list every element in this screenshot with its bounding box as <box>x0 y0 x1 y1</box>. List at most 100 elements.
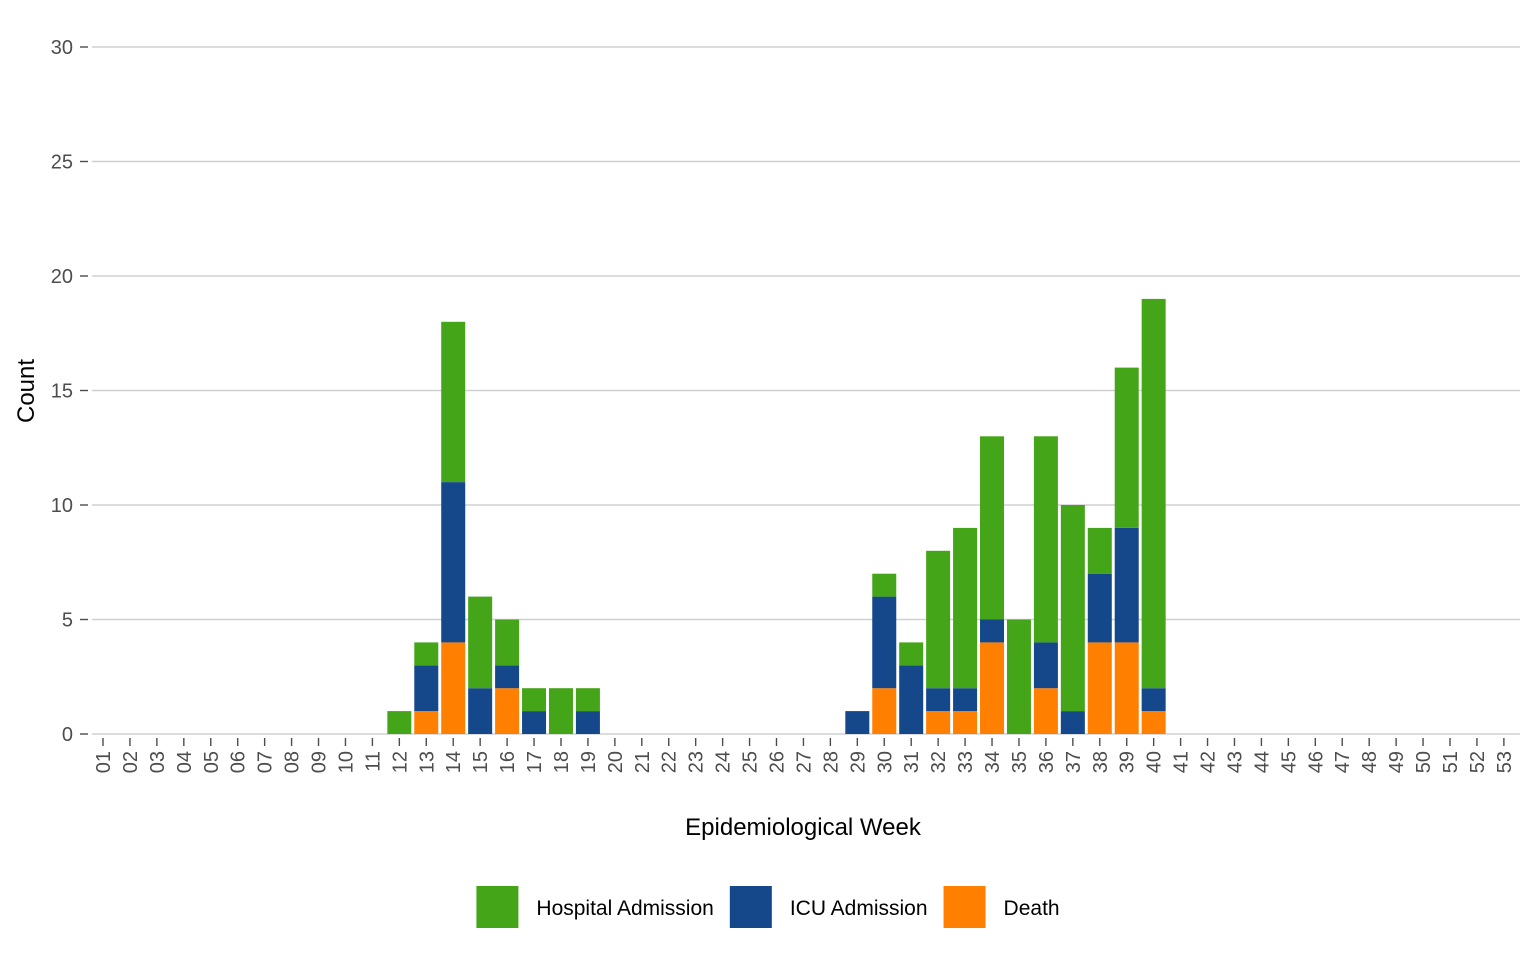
bar-segment <box>1114 367 1139 528</box>
bar-segment <box>1141 711 1166 734</box>
y-axis: 0 5 10 15 20 25 30 <box>51 37 88 746</box>
bars <box>387 298 1166 734</box>
legend: Hospital Admission ICU Admission Death <box>476 886 1060 928</box>
x-tick-label: 10 <box>335 751 357 773</box>
legend-key <box>943 886 986 928</box>
x-tick-label: 49 <box>1386 751 1408 773</box>
y-tick-label: 25 <box>51 152 73 174</box>
legend-label: Death <box>1004 897 1060 920</box>
x-tick-label: 38 <box>1090 751 1112 773</box>
x-tick-label: 37 <box>1063 751 1085 773</box>
bar-segment <box>522 688 547 712</box>
x-tick-label: 47 <box>1332 751 1354 773</box>
bar-segment <box>441 482 466 643</box>
x-tick-label: 22 <box>659 751 681 773</box>
x-tick-label: 44 <box>1251 751 1273 773</box>
bar-segment <box>414 711 439 734</box>
x-tick-label: 25 <box>740 751 762 773</box>
x-tick-label: 05 <box>201 751 223 773</box>
x-tick-label: 23 <box>686 751 708 773</box>
bar-segment <box>953 527 978 689</box>
x-tick-label: 33 <box>955 751 977 773</box>
legend-label: Hospital Admission <box>536 897 713 920</box>
x-axis: 01 02 03 04 05 06 07 08 09 10 11 12 13 14 15 16 17 18 19 20… <box>93 738 1516 773</box>
bar-segment <box>575 711 600 734</box>
bar-segment <box>387 711 412 734</box>
x-tick-label: 51 <box>1440 751 1462 773</box>
bar-segment <box>980 436 1005 620</box>
y-tick-label: 5 <box>62 610 73 632</box>
bar-segment <box>1087 527 1112 574</box>
x-tick-label: 31 <box>901 751 923 773</box>
bar-segment <box>1114 642 1139 734</box>
bar-segment <box>495 665 520 689</box>
x-tick-label: 21 <box>632 751 654 773</box>
x-tick-label: 13 <box>416 751 438 773</box>
x-tick-label: 19 <box>578 751 600 773</box>
x-tick-label: 42 <box>1198 751 1220 773</box>
x-tick-label: 14 <box>443 751 465 773</box>
bar-segment <box>495 688 520 734</box>
bar-segment <box>1006 619 1031 734</box>
bar-segment <box>1033 642 1058 689</box>
y-tick-label: 30 <box>51 37 73 59</box>
x-tick-label: 08 <box>282 751 304 773</box>
bar-segment <box>845 711 870 734</box>
x-tick-label: 27 <box>793 751 815 773</box>
bar-segment <box>899 642 924 666</box>
x-tick-label: 26 <box>767 751 789 773</box>
x-tick-label: 45 <box>1278 751 1300 773</box>
x-tick-label: 30 <box>874 751 896 773</box>
x-tick-label: 04 <box>174 751 196 773</box>
y-tick-label: 20 <box>51 266 73 288</box>
legend-key <box>476 886 519 928</box>
x-tick-label: 07 <box>255 751 277 773</box>
bar-segment <box>548 688 573 734</box>
bar-segment <box>980 642 1005 734</box>
bar-segment <box>953 711 978 734</box>
bar-segment <box>953 688 978 712</box>
x-tick-label: 02 <box>120 751 142 773</box>
x-tick-label: 09 <box>309 751 331 773</box>
bar-segment <box>1033 688 1058 734</box>
bar-segment <box>468 596 493 689</box>
bar-segment <box>1087 642 1112 734</box>
x-tick-label: 35 <box>1009 751 1031 773</box>
bar-segment <box>1141 688 1166 712</box>
bar-segment <box>414 642 439 666</box>
bar-segment <box>899 665 924 734</box>
bar-segment <box>468 688 493 734</box>
x-tick-label: 43 <box>1224 751 1246 773</box>
x-tick-label: 40 <box>1144 751 1166 773</box>
bar-segment <box>980 619 1005 643</box>
x-tick-label: 39 <box>1117 751 1139 773</box>
x-tick-label: 20 <box>605 751 627 773</box>
bar-segment <box>872 688 897 734</box>
x-tick-label: 12 <box>389 751 411 773</box>
x-tick-label: 01 <box>93 751 115 773</box>
x-tick-label: 29 <box>847 751 869 773</box>
y-axis-title: Count <box>13 359 40 423</box>
x-tick-label: 48 <box>1359 751 1381 773</box>
x-tick-label: 11 <box>362 751 384 772</box>
bar-segment <box>1114 527 1139 643</box>
x-tick-label: 34 <box>982 751 1004 773</box>
x-tick-label: 03 <box>147 751 169 773</box>
bar-segment <box>522 711 547 734</box>
x-tick-label: 15 <box>470 751 492 773</box>
x-tick-label: 53 <box>1494 751 1516 773</box>
bar-segment <box>1087 573 1112 643</box>
x-tick-label: 16 <box>497 751 519 773</box>
x-tick-label: 17 <box>524 751 546 773</box>
bar-segment <box>1141 298 1166 689</box>
x-tick-label: 52 <box>1467 751 1489 773</box>
bar-segment <box>926 688 951 712</box>
x-tick-label: 46 <box>1305 751 1327 773</box>
x-axis-title: Epidemiological Week <box>685 814 922 841</box>
legend-key <box>729 886 772 928</box>
bar-segment <box>872 573 897 597</box>
gridlines <box>92 46 1520 735</box>
bar-segment <box>575 688 600 712</box>
x-tick-label: 41 <box>1171 751 1193 773</box>
